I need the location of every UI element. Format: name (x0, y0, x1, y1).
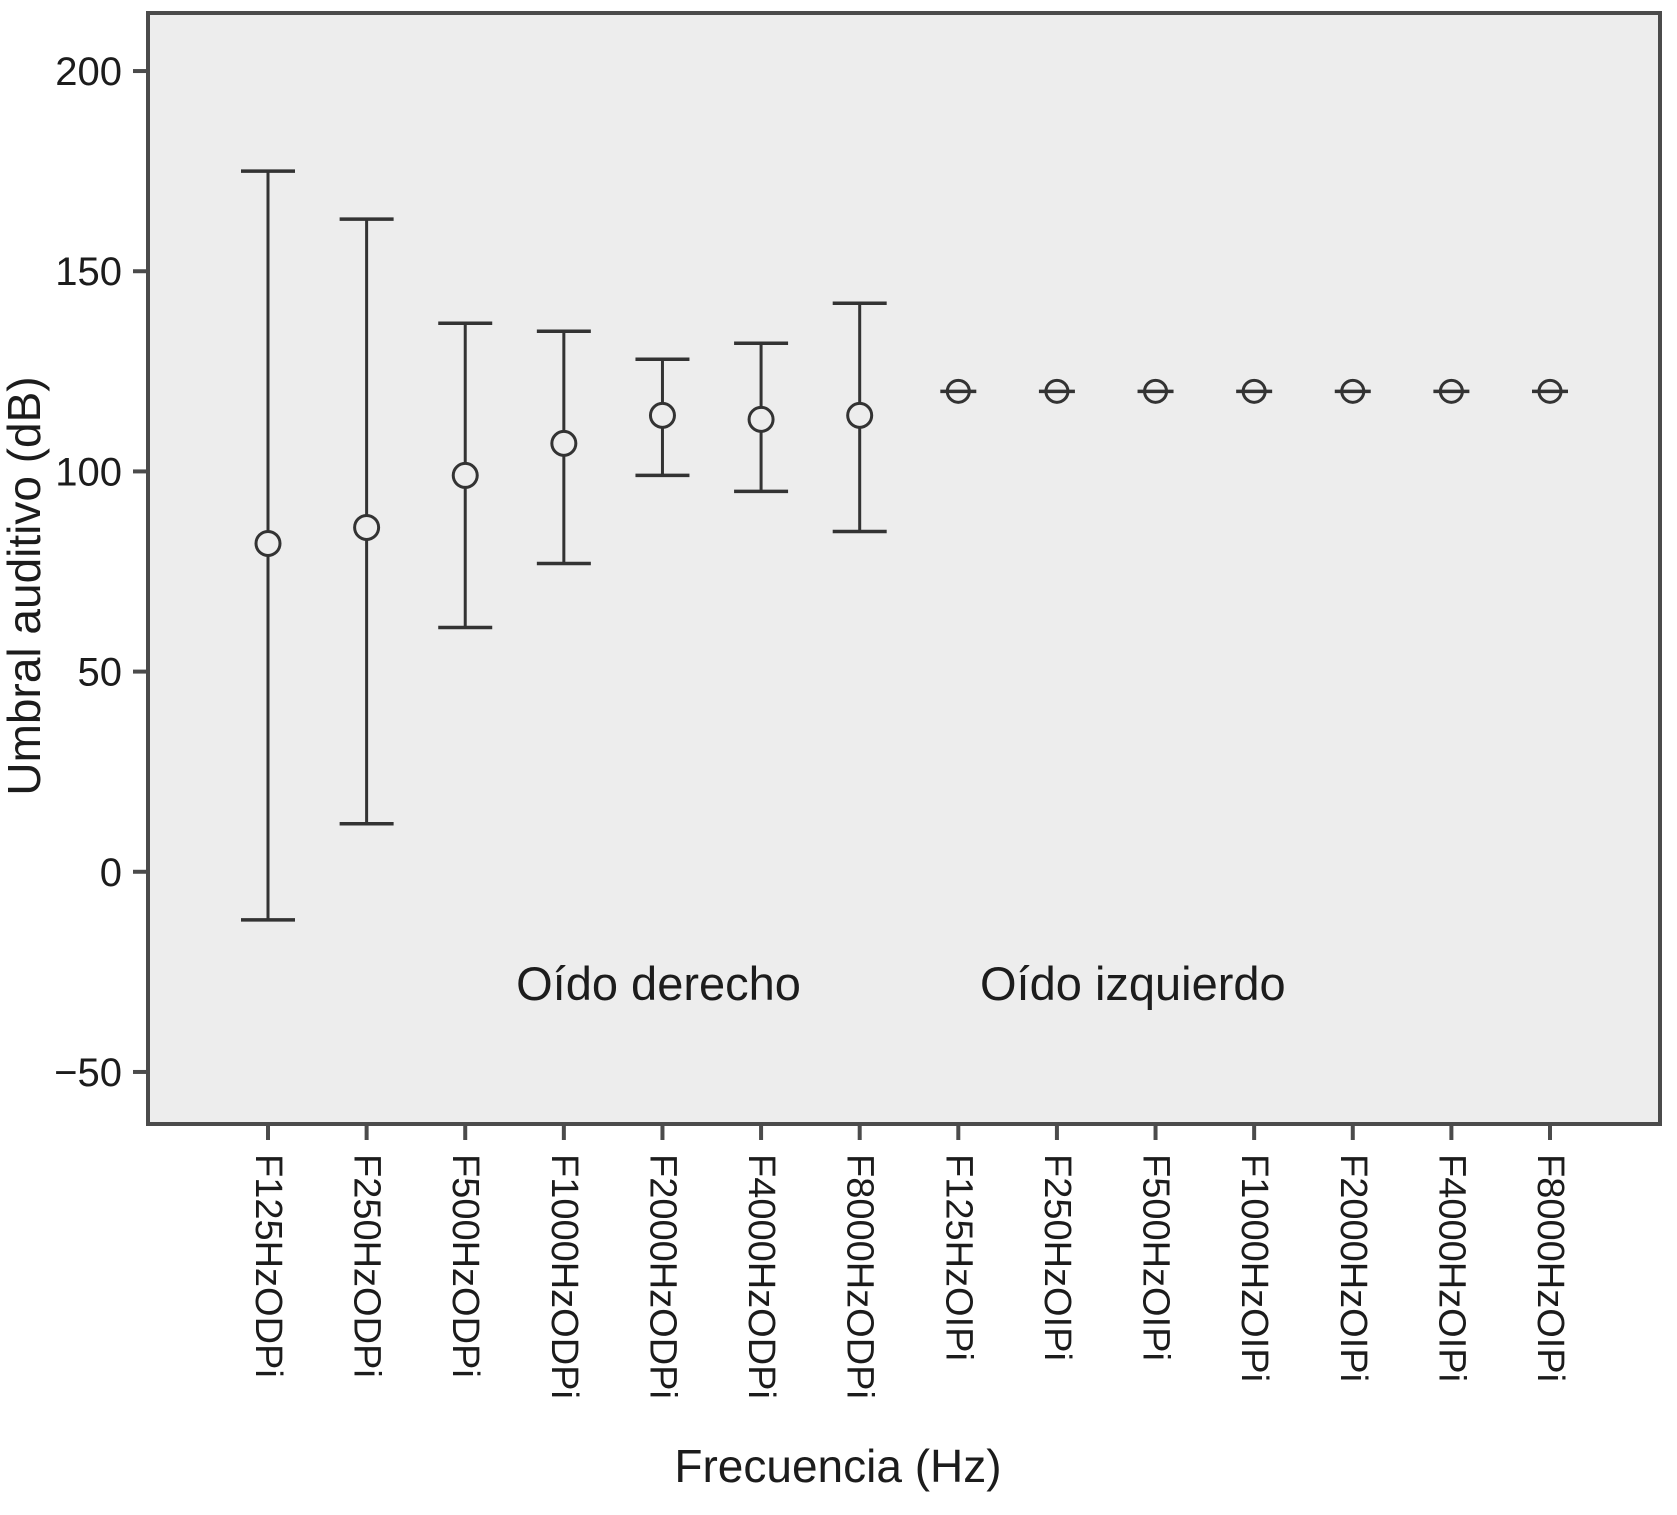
y-tick-label: 50 (78, 651, 123, 695)
y-axis: 200 150 100 50 0 −50 (54, 50, 148, 1095)
mean-marker (550, 429, 578, 457)
x-tick-label: F1000HzOIPi (1233, 1154, 1275, 1382)
y-tick-label: 0 (100, 851, 122, 895)
plot-area-background (148, 13, 1660, 1124)
error-bar-F125HzODPi (241, 169, 295, 922)
error-bar-F2000HzOIPi (1334, 378, 1371, 404)
y-tick-label: 200 (55, 50, 122, 94)
error-bar-F500HzODPi (438, 321, 493, 630)
error-bar-F1000HzOIPi (1236, 378, 1273, 404)
mean-marker (747, 405, 775, 433)
y-axis-title: Umbral auditivo (dB) (0, 376, 50, 795)
x-tick-label: F2000HzODPi (641, 1154, 683, 1399)
mean-marker (648, 401, 676, 429)
error-bar-F250HzODPi (339, 217, 394, 826)
x-tick-label: F1000HzODPi (543, 1154, 585, 1399)
mean-marker (451, 461, 479, 489)
error-bar-F1000HzODPi (536, 329, 591, 566)
x-axis-title: Frecuencia (Hz) (674, 1440, 1001, 1492)
error-bar-F125HzOIPi (940, 378, 977, 404)
error-bar-F8000HzODPi (832, 301, 887, 534)
x-tick-label: F250HzOIPi (1036, 1154, 1078, 1361)
x-axis: F125HzODPi F250HzODPi F500HzODPi F1000HzODP… (247, 1124, 1571, 1399)
mean-marker (846, 401, 874, 429)
x-tick-label: F250HzODPi (346, 1154, 388, 1378)
x-tick-label: F8000HzODPi (839, 1154, 881, 1399)
error-bar-F500HzOIPi (1137, 378, 1174, 404)
x-tick-label: F4000HzOIPi (1430, 1154, 1472, 1382)
error-bar-F8000HzOIPi (1532, 378, 1568, 404)
y-tick-label: 100 (55, 450, 122, 494)
error-bar-F4000HzODPi (734, 341, 789, 494)
error-bar-F2000HzODPi (635, 357, 690, 478)
x-tick-label: F500HzOIPi (1135, 1154, 1177, 1361)
x-tick-label: F125HzOIPi (937, 1154, 979, 1361)
left-ear-annotation: Oído izquierdo (980, 957, 1286, 1010)
y-tick-label: 150 (55, 250, 122, 294)
x-tick-label: F4000HzODPi (740, 1154, 782, 1399)
x-tick-label: F125HzODPi (247, 1154, 289, 1378)
x-tick-label: F500HzODPi (444, 1154, 486, 1378)
x-tick-label: F8000HzOIPi (1529, 1154, 1571, 1382)
mean-marker (254, 529, 282, 557)
y-tick-label: −50 (54, 1051, 122, 1095)
error-bar-F4000HzOIPi (1433, 378, 1470, 404)
plot-area-border (146, 11, 1662, 1126)
x-tick-label: F2000HzOIPi (1332, 1154, 1374, 1382)
error-bar-F250HzOIPi (1038, 378, 1075, 404)
error-bars-layer (241, 169, 1568, 922)
right-ear-annotation: Oído derecho (516, 957, 801, 1010)
mean-marker (353, 513, 381, 541)
